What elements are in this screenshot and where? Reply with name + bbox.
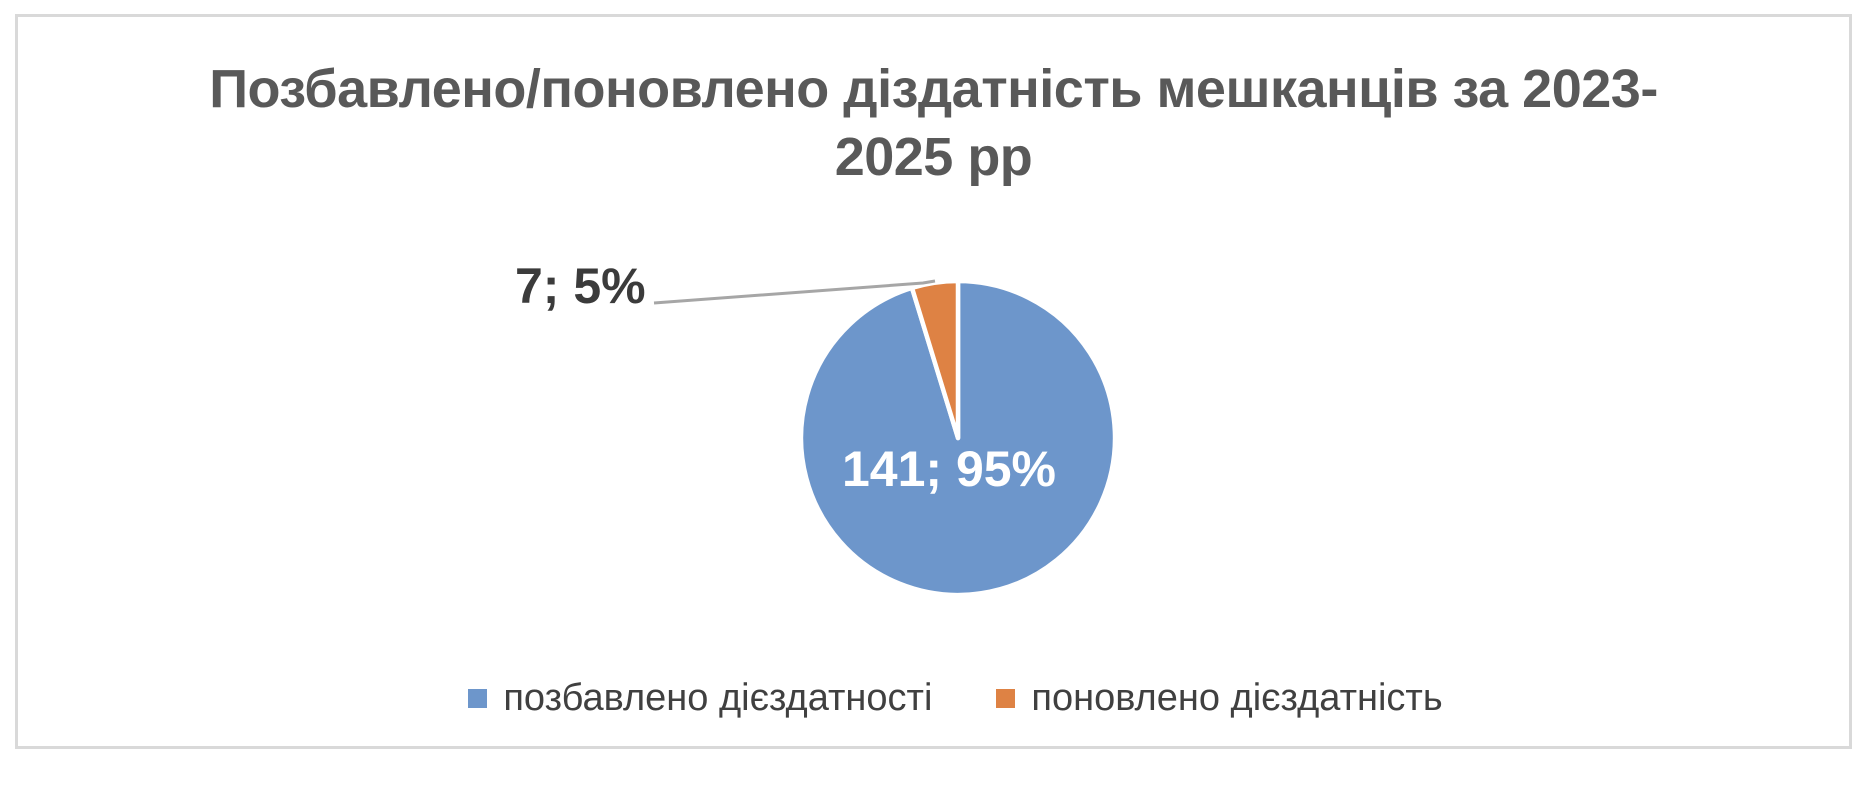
legend-item-restored: поновлено дієздатність	[996, 677, 1443, 720]
chart-title-line1: Позбавлено/поновлено діздатність мешканц…	[209, 59, 1658, 119]
legend-swatch-restored-icon	[996, 689, 1016, 708]
chart-title-line2: 2025 рр	[834, 127, 1033, 187]
legend: позбавлено дієздатності поновлено дієзда…	[40, 677, 1869, 720]
chart-frame: Позбавлено/поновлено діздатність мешканц…	[15, 14, 1852, 749]
legend-swatch-deprived-icon	[468, 689, 488, 708]
pie-slice-restored	[909, 278, 961, 441]
leader-line	[653, 279, 936, 305]
legend-label-restored: поновлено дієздатність	[1031, 677, 1443, 719]
data-label-restored: 7; 5%	[515, 258, 646, 314]
legend-label-deprived: позбавлено дієздатності	[503, 677, 933, 719]
pie-svg	[653, 278, 1118, 598]
legend-item-deprived: позбавлено дієздатності	[468, 677, 932, 720]
data-label-deprived: 141; 95%	[841, 441, 1057, 497]
chart-title: Позбавлено/поновлено діздатність мешканц…	[18, 55, 1849, 191]
